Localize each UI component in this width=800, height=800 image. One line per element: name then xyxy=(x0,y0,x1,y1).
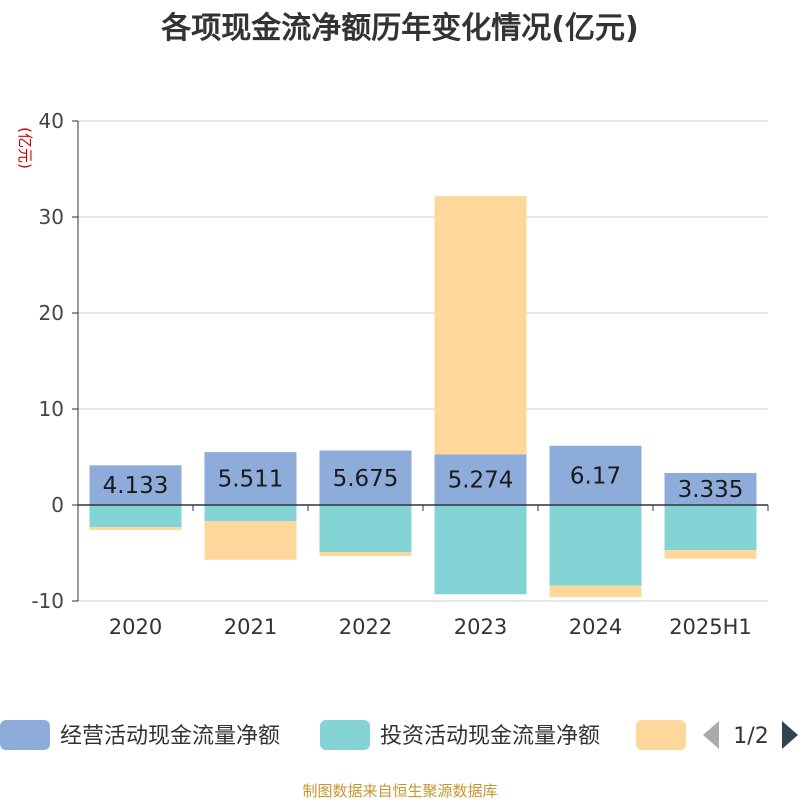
legend: 经营活动现金流量净额 投资活动现金流量净额 1/2 xyxy=(0,720,798,750)
bar-segment xyxy=(89,527,182,530)
legend-swatch xyxy=(636,720,686,750)
bars xyxy=(89,196,757,598)
bar-segment xyxy=(549,505,642,586)
bar-segment xyxy=(434,505,527,595)
bar-segment xyxy=(549,585,642,598)
y-tick-label: 40 xyxy=(39,109,64,133)
axes: -10 0 10 20 30 40 2020 2021 2022 2023 2024 2025H1 xyxy=(31,109,769,639)
x-tick-label: 2025H1 xyxy=(669,615,752,639)
bar-segment xyxy=(319,450,412,505)
bar-segment xyxy=(664,505,757,551)
data-label: 5.274 xyxy=(448,468,514,494)
bar-segment xyxy=(434,454,527,505)
bar-segment xyxy=(434,196,527,455)
legend-label: 经营活动现金流量净额 xyxy=(60,724,280,749)
bar-segment xyxy=(204,452,297,505)
y-tick-label: 0 xyxy=(51,493,64,517)
data-label: 6.17 xyxy=(570,463,621,489)
bar-segment xyxy=(319,505,412,553)
y-tick-label: 30 xyxy=(39,205,64,229)
x-tick-label: 2021 xyxy=(224,615,277,639)
legend-swatch xyxy=(0,720,50,750)
y-axis-unit: (亿元) xyxy=(16,127,34,169)
x-tick-label: 2023 xyxy=(454,615,507,639)
bar-segment xyxy=(549,445,642,505)
data-label: 3.335 xyxy=(678,477,744,503)
bar-segment xyxy=(204,505,297,522)
legend-page-indicator: 1/2 xyxy=(733,724,768,749)
data-label: 5.511 xyxy=(218,467,284,493)
data-label: 4.133 xyxy=(103,473,169,499)
x-tick-label: 2024 xyxy=(569,615,622,639)
legend-prev-icon xyxy=(703,721,719,749)
bar-segment xyxy=(89,505,182,528)
legend-next-icon xyxy=(782,721,798,749)
data-labels: 4.133 5.511 5.675 5.274 6.17 3.335 xyxy=(103,463,744,503)
x-tick-label: 2022 xyxy=(339,615,392,639)
legend-label: 投资活动现金流量净额 xyxy=(380,724,600,749)
bar-segment xyxy=(664,550,757,559)
y-tick-label: -10 xyxy=(31,589,64,613)
data-label: 5.675 xyxy=(333,466,399,492)
y-tick-label: 10 xyxy=(39,397,64,421)
y-tick-label: 20 xyxy=(39,301,64,325)
chart-title: 各项现金流净额历年变化情况(亿元) xyxy=(160,11,638,46)
x-tick-label: 2020 xyxy=(109,615,162,639)
bar-segment xyxy=(319,552,412,556)
legend-swatch xyxy=(320,720,370,750)
bar-segment xyxy=(89,465,182,505)
source-note: 制图数据来自恒生聚源数据库 xyxy=(302,782,497,800)
bar-segment xyxy=(204,521,297,560)
bar-segment xyxy=(664,472,757,505)
